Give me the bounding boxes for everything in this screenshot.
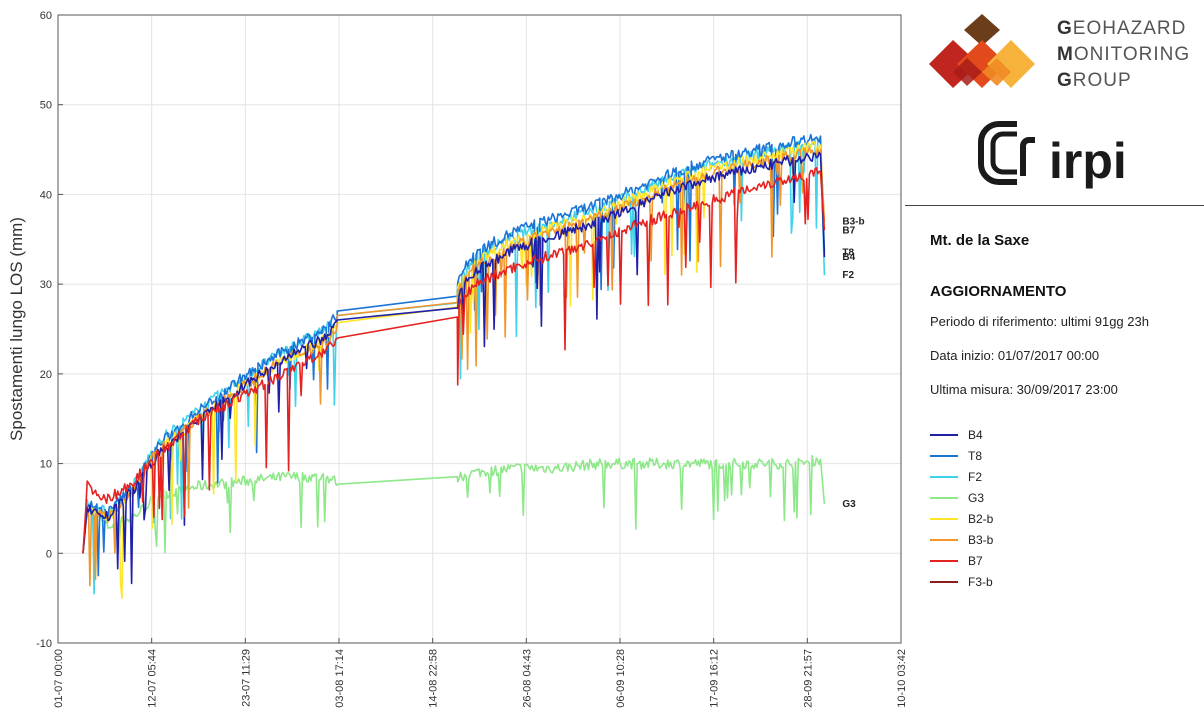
legend-swatch	[930, 517, 958, 520]
site-title: Mt. de la Saxe	[930, 232, 1030, 249]
legend-item-f3-b: F3-b	[930, 571, 993, 592]
legend: B4 T8 F2 G3 B2-b B3-b B7 F3-b	[930, 424, 993, 592]
legend-item-g3: G3	[930, 487, 993, 508]
legend-swatch	[930, 454, 958, 457]
irpi-logo: irpi	[978, 121, 1127, 189]
series-line-g3	[82, 454, 826, 566]
panel-divider	[905, 205, 1204, 206]
x-tick-label: 06-09 10:28	[615, 649, 627, 708]
x-tick-label: 23-07 11:29	[240, 649, 252, 707]
y-tick-label: 40	[40, 189, 52, 201]
chart: -10 0 10 20 30 40 50 60 01-07 00:00 12-07 05:44 23…	[7, 10, 905, 708]
start-date-line: Data inizio: 01/07/2017 00:00	[930, 348, 1100, 363]
y-tick-label: 30	[40, 279, 52, 291]
series-line-b7	[82, 167, 826, 554]
x-tick-label: 14-08 22:58	[428, 649, 440, 708]
end-label-g3: G3	[842, 499, 856, 510]
legend-swatch	[930, 496, 958, 499]
end-label-b3-b: B3-b	[842, 216, 864, 227]
legend-label: G3	[968, 490, 985, 505]
legend-item-b2-b: B2-b	[930, 508, 993, 529]
x-tick-label: 10-10 03:42	[896, 649, 905, 708]
series-line-b2-b	[82, 140, 826, 599]
gmg-line-2: MONITORING	[1057, 44, 1191, 65]
end-label-t8: T8	[842, 248, 854, 259]
y-tick-label: 10	[40, 459, 52, 471]
gmg-line-3: GROUP	[1057, 70, 1132, 91]
update-heading: AGGIORNAMENTO	[930, 283, 1067, 300]
end-label-f2: F2	[842, 270, 854, 281]
x-tick-label: 28-09 21:57	[802, 649, 814, 708]
legend-swatch	[930, 433, 958, 436]
plot-frame	[57, 14, 902, 644]
legend-swatch	[930, 559, 958, 562]
legend-label: T8	[968, 448, 983, 463]
period-line: Periodo di riferimento: ultimi 91gg 23h	[930, 314, 1149, 329]
irpi-logo-text: irpi	[1049, 133, 1127, 189]
x-tick-label: 01-07 00:00	[53, 649, 65, 708]
gmg-logo-mark	[929, 14, 1035, 88]
legend-item-b4: B4	[930, 424, 993, 445]
legend-item-t8: T8	[930, 445, 993, 466]
legend-swatch	[930, 538, 958, 541]
legend-label: B7	[968, 553, 983, 568]
y-tick-label: 0	[46, 548, 52, 560]
y-axis-label: Spostamenti lungo LOS (mm)	[7, 217, 26, 441]
series-lines	[82, 133, 826, 599]
end-label-b4: B4	[842, 252, 855, 263]
legend-item-b7: B7	[930, 550, 993, 571]
legend-label: B2-b	[968, 511, 994, 526]
y-tick-label: 50	[40, 100, 52, 112]
legend-label: F3-b	[968, 574, 993, 589]
x-tick-label: 26-08 04:43	[521, 649, 533, 708]
legend-item-b3-b: B3-b	[930, 529, 993, 550]
gmg-line-1: GEOHAZARD	[1057, 18, 1187, 39]
legend-label: B3-b	[968, 532, 994, 547]
end-label-b7: B7	[842, 225, 855, 236]
y-tick-label: 20	[40, 369, 52, 381]
y-tick-label: 60	[40, 10, 52, 22]
y-tick-label: -10	[36, 638, 52, 650]
x-tick-label: 03-08 17:14	[334, 649, 346, 708]
legend-swatch	[930, 580, 958, 583]
x-tick-label: 17-09 16:12	[709, 649, 721, 708]
last-measure-line: Ultima misura: 30/09/2017 23:00	[930, 382, 1118, 397]
legend-label: F2	[968, 469, 983, 484]
side-panel: GEOHAZARD MONITORING GROUP irpi Mt. de l…	[905, 0, 1204, 722]
legend-item-f2: F2	[930, 466, 993, 487]
x-tick-label: 12-07 05:44	[147, 649, 159, 708]
legend-swatch	[930, 475, 958, 478]
axes: -10 0 10 20 30 40 50 60 01-07 00:00 12-07 05:44 23…	[36, 10, 905, 708]
legend-label: B4	[968, 427, 983, 442]
